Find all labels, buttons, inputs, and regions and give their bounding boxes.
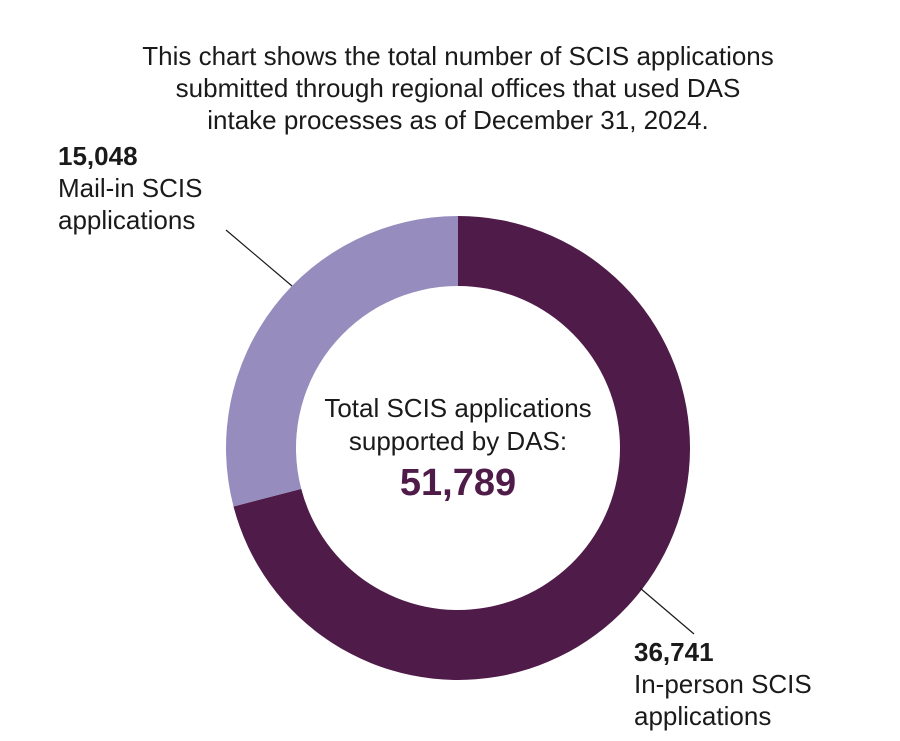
in-person-desc-line-1: In-person SCIS: [634, 669, 812, 699]
mail-in-desc-line-1: Mail-in SCIS: [58, 173, 203, 203]
mail-in-desc-line-2: applications: [58, 205, 196, 235]
chart-title-line-2: submitted through regional offices that …: [175, 73, 741, 103]
in-person-leader-line: [639, 587, 695, 635]
chart-title-line-1: This chart shows the total number of SCI…: [142, 41, 774, 71]
center-total-value: 51,789: [399, 462, 517, 504]
in-person-slice: [233, 216, 690, 680]
mail-in-slice: [226, 216, 458, 507]
donut-center-text: Total SCIS applications supported by DAS…: [308, 392, 608, 506]
in-person-slice-label: 36,741 In-person SCIS applications: [634, 636, 812, 732]
mail-in-leader-line: [225, 229, 293, 287]
chart-title-line-3: intake processes as of December 31, 2024…: [207, 105, 709, 135]
in-person-desc-line-2: applications: [634, 701, 772, 731]
center-label-line-1: Total SCIS applications: [324, 393, 592, 423]
center-label-line-2: supported by DAS:: [348, 426, 568, 456]
mail-in-slice-label: 15,048 Mail-in SCIS applications: [58, 140, 202, 236]
chart-title: This chart shows the total number of SCI…: [0, 40, 900, 136]
in-person-value-label: 36,741: [634, 637, 714, 667]
mail-in-value-label: 15,048: [58, 141, 138, 171]
